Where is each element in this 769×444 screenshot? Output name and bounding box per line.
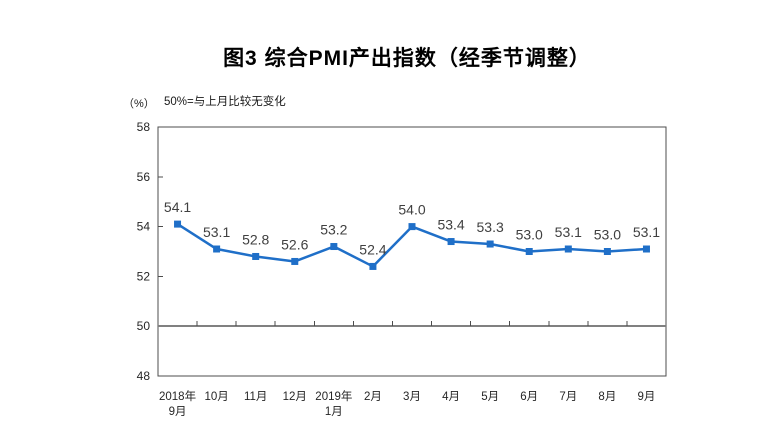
data-point [564,245,572,253]
data-label: 53.4 [437,217,464,233]
data-point [291,257,299,265]
data-point [330,243,338,251]
y-axis-label: 48 [137,369,151,383]
y-axis-label: 54 [137,220,151,234]
data-point [174,220,182,228]
x-axis-label: 8月 [598,391,616,403]
data-point [447,238,455,246]
data-label: 53.1 [555,224,582,240]
data-label: 53.0 [516,227,543,243]
data-label: 53.1 [633,224,660,240]
y-axis-label: 58 [137,120,151,134]
x-axis-label: 1月 [325,406,343,418]
data-label: 53.3 [477,219,504,235]
data-label: 54.1 [164,199,191,215]
x-axis-label: 7月 [559,391,577,403]
chart-title: 图3 综合PMI产出指数（经季节调整） [223,47,591,70]
data-label: 53.1 [203,224,230,240]
y-axis-label: 56 [137,170,151,184]
data-label: 54.0 [398,202,425,218]
x-axis-label: 2019年 [315,389,352,403]
data-label: 52.8 [242,231,269,247]
reference-note: 50%=与上月比较无变化 [164,96,286,108]
plot-border [157,126,667,377]
data-label: 52.6 [281,236,308,252]
data-label: 53.0 [594,227,621,243]
unit-label: （%） [123,98,155,110]
data-point [603,248,611,255]
y-axis-label: 52 [137,269,151,283]
x-axis-label: 4月 [442,391,460,403]
data-label: 53.2 [320,222,347,238]
data-point [642,245,650,253]
data-point [408,223,416,231]
x-axis-label: 9月 [638,391,656,403]
data-point [486,240,494,248]
data-point [213,245,221,253]
x-axis-label: 11月 [244,391,267,403]
x-axis-label: 10月 [204,391,228,403]
x-axis-label: 6月 [520,391,538,403]
data-point [525,248,533,255]
data-point [369,262,377,270]
y-axis-label: 50 [137,319,151,333]
x-axis-label: 3月 [403,391,421,403]
data-label: 52.4 [359,241,386,257]
x-axis-label: 2018年 [159,389,196,403]
x-axis-label: 9月 [169,406,187,418]
x-axis-label: 2月 [364,391,382,403]
x-axis-label: 12月 [283,391,307,403]
x-axis-label: 5月 [481,391,499,403]
data-point [252,252,260,260]
